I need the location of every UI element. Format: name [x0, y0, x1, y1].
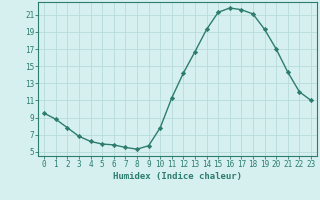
X-axis label: Humidex (Indice chaleur): Humidex (Indice chaleur) [113, 172, 242, 181]
